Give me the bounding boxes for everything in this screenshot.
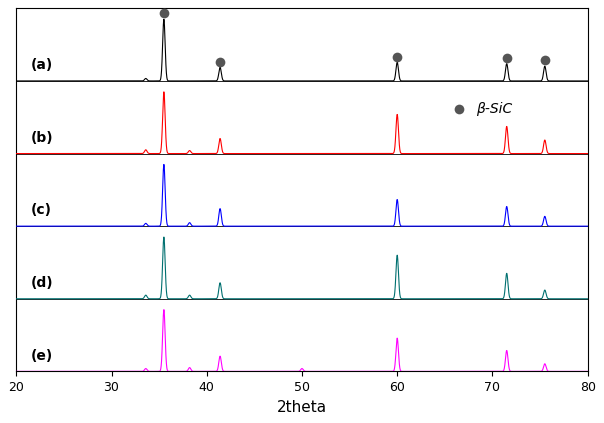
Text: (b): (b) — [31, 131, 53, 145]
Text: (e): (e) — [31, 349, 53, 363]
Text: (a): (a) — [31, 58, 53, 72]
Text: β-SiC: β-SiC — [476, 102, 513, 115]
X-axis label: 2theta: 2theta — [277, 400, 327, 415]
Text: (c): (c) — [31, 203, 51, 217]
Text: (d): (d) — [31, 276, 53, 290]
